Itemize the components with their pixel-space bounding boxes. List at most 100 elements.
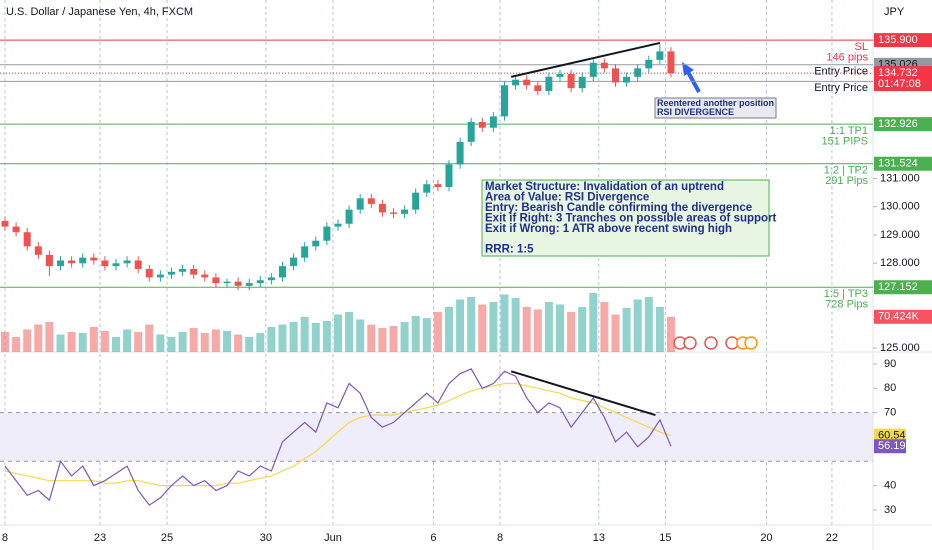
x-tick-label: 8 xyxy=(2,532,8,544)
x-tick-label: 15 xyxy=(659,532,671,544)
candle-body xyxy=(667,51,675,74)
volume-bar xyxy=(222,331,231,352)
candle-body xyxy=(345,209,353,224)
candle-body xyxy=(312,240,320,247)
volume-bar xyxy=(533,309,542,352)
candle-body xyxy=(589,62,597,77)
rsi-band xyxy=(0,412,873,462)
volume-bar xyxy=(611,314,620,352)
price-badge-label: 135.900 xyxy=(878,34,918,46)
volume-bar xyxy=(333,314,342,352)
candle-body xyxy=(500,85,508,117)
volume-bar xyxy=(544,302,553,352)
candle-body xyxy=(389,212,397,214)
candle-body xyxy=(179,268,187,272)
volume-bar xyxy=(56,334,65,352)
candle-body xyxy=(45,254,53,267)
volume-bar xyxy=(256,333,265,352)
event-icon xyxy=(683,336,697,350)
rsi-tick-label: 30 xyxy=(884,504,896,516)
volume-bar xyxy=(555,304,564,352)
note-line: RRR: 1:5 xyxy=(485,244,534,256)
level-text: 1:2 | TP2 xyxy=(824,165,868,177)
price-badge xyxy=(874,156,932,171)
candle-body xyxy=(290,257,298,267)
volume-bar xyxy=(134,332,143,352)
y-tick-label: 131.000 xyxy=(880,172,920,184)
candle-body xyxy=(212,277,220,284)
volume-bar xyxy=(311,323,320,352)
volume-bar xyxy=(12,337,21,352)
x-tick-label: 8 xyxy=(497,532,503,544)
volume-bar xyxy=(267,327,276,352)
candle-body xyxy=(68,260,76,264)
volume-bar xyxy=(0,332,9,352)
volume-bar xyxy=(622,308,631,352)
candle-body xyxy=(79,257,87,264)
volume-bar xyxy=(167,337,176,352)
x-tick-label: 22 xyxy=(826,532,838,544)
candle-body xyxy=(378,203,386,213)
candle-body xyxy=(123,260,131,264)
candle-body xyxy=(256,280,264,284)
x-tick-label: 13 xyxy=(593,532,605,544)
candle-body xyxy=(434,184,442,188)
level-text: 728 Pips xyxy=(825,299,868,311)
price-badge-label: 132.926 xyxy=(878,118,918,130)
rsi-ma-line xyxy=(4,382,672,487)
callout-line: RSI DIVERGENCE xyxy=(657,107,734,117)
candle-body xyxy=(412,192,420,210)
volume-bar xyxy=(178,332,187,352)
note-line: Entry: Bearish Candle confirming the div… xyxy=(485,202,752,214)
volume-bar xyxy=(456,299,465,352)
candle-body xyxy=(478,122,486,128)
x-tick-label: 20 xyxy=(760,532,772,544)
x-tick-label: 23 xyxy=(94,532,106,544)
x-tick-label: 25 xyxy=(161,532,173,544)
y-tick-label: 125.000 xyxy=(880,342,920,354)
candle-body xyxy=(245,283,253,286)
candle-body xyxy=(12,226,20,233)
volume-bar xyxy=(644,297,653,352)
event-icons xyxy=(673,336,758,350)
volume-bar xyxy=(500,294,509,352)
candle-body xyxy=(534,85,542,91)
candle-body xyxy=(523,79,531,86)
volume-bar xyxy=(422,318,431,352)
y-tick-label: 128.000 xyxy=(880,257,920,269)
rsi-line-badge-label: 56.19 xyxy=(878,440,906,452)
candle-body xyxy=(401,209,409,214)
volume-bar xyxy=(478,304,487,352)
rsi-line xyxy=(4,368,672,506)
volume-badge-label: 70.424K xyxy=(878,311,920,323)
rsi-tick-label: 70 xyxy=(884,407,896,419)
volume-bar xyxy=(289,322,298,352)
level-text: 1:1 TP1 xyxy=(830,125,868,137)
candle-body xyxy=(90,257,98,261)
candle-body xyxy=(634,68,642,77)
candle-body xyxy=(323,226,331,241)
volume-bar xyxy=(489,302,498,352)
candle-body xyxy=(623,76,631,83)
candle-body xyxy=(167,271,175,275)
volume-bar xyxy=(567,312,576,352)
volume-bar xyxy=(245,337,254,352)
volume-bar xyxy=(200,333,209,352)
candle-body xyxy=(356,198,364,210)
volume-bar xyxy=(378,328,387,352)
candle-body xyxy=(223,281,231,284)
candle-body xyxy=(367,198,375,204)
last-price-label: 134.732 xyxy=(878,67,918,79)
price-badge xyxy=(874,280,932,295)
volume-bar xyxy=(34,324,43,352)
event-icon xyxy=(725,336,739,350)
volume-bar xyxy=(400,322,409,352)
candle-body xyxy=(112,263,120,267)
candle-body xyxy=(578,76,586,89)
trend-line xyxy=(510,370,656,417)
event-icon xyxy=(704,336,718,350)
volume-bar xyxy=(633,299,642,352)
candle-body xyxy=(1,220,9,227)
rsi-tick-label: 40 xyxy=(884,480,896,492)
level-text: 1:5 | TP3 xyxy=(824,288,868,300)
